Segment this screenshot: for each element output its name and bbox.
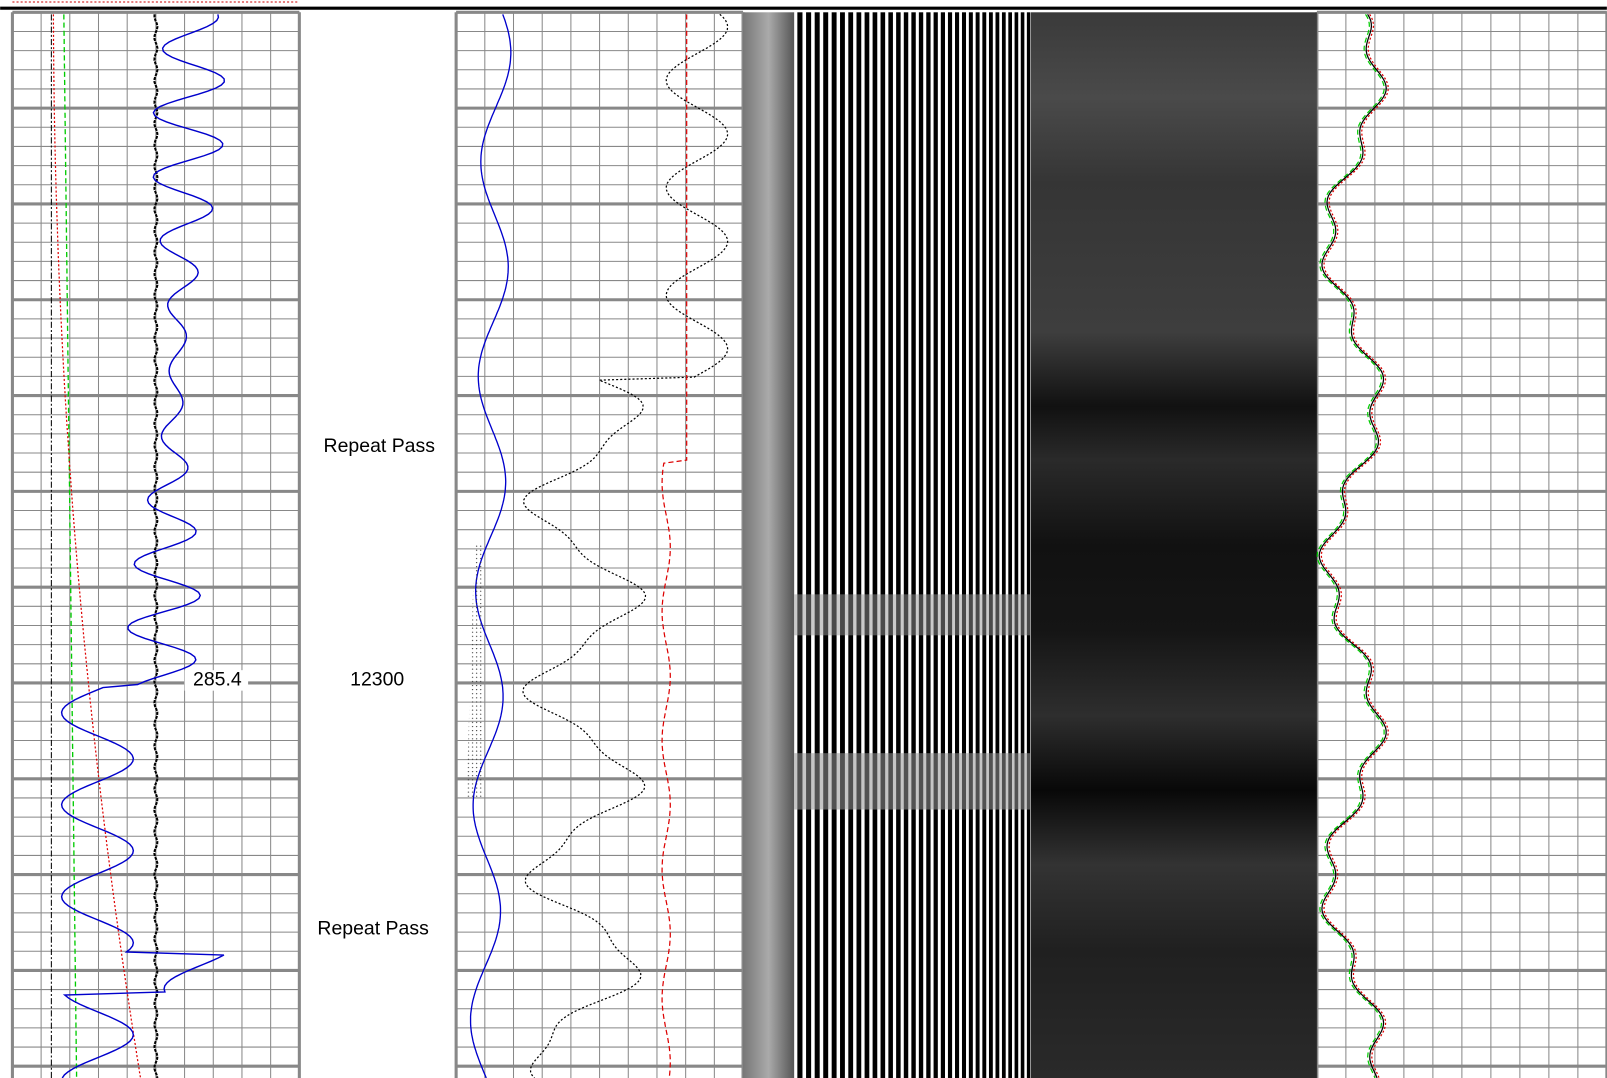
curve [661,14,688,1078]
stripe [947,12,953,1078]
depth-label: 12300 [350,669,404,691]
stripe [1008,12,1012,1078]
curve [1318,14,1387,1078]
stripe [848,12,854,1078]
stripe [880,12,886,1078]
curve [1316,14,1385,1078]
curve [52,14,142,1078]
value-bg [184,670,249,691]
amplitude-image [1030,12,1317,1078]
grid [10,10,1607,1078]
pass-label: Repeat Pass [324,435,436,457]
stripe [888,12,893,1078]
stripe [864,12,870,1078]
curve [153,14,159,1078]
stripe [955,12,960,1078]
image-edge [743,12,795,1078]
stripe [940,12,946,1078]
curve-value: 285.4 [193,669,242,691]
stripe [797,12,803,1078]
curve [60,14,225,1078]
pass-label: Repeat Pass [317,918,429,940]
stripe [1020,12,1025,1078]
curve [63,14,78,1078]
stripe-fade [794,753,1031,810]
fill-area [466,543,484,800]
stripe [918,12,924,1078]
stripe [814,12,820,1078]
waveform-image [794,12,1031,1078]
stripe [840,12,845,1078]
curve [469,14,512,1078]
stripe [806,12,812,1078]
stripe [968,12,973,1078]
curve [1320,14,1389,1078]
stripe [896,12,901,1078]
stripe [911,12,916,1078]
stripe [1001,12,1006,1078]
stripe [933,12,938,1078]
stripe [1014,12,1019,1078]
stripe [995,12,1000,1078]
stripe [961,12,967,1078]
stripe [975,12,980,1078]
curve [522,13,729,1078]
stripe [982,12,987,1078]
stripe [823,12,829,1078]
stripe [872,12,878,1078]
curves [50,13,1389,1078]
stripe [988,12,993,1078]
stripe [903,12,909,1078]
stripe [1026,12,1031,1078]
stripe [831,12,837,1078]
stripe [926,12,931,1078]
stripe [856,12,862,1078]
stripe-fade [794,594,1031,636]
